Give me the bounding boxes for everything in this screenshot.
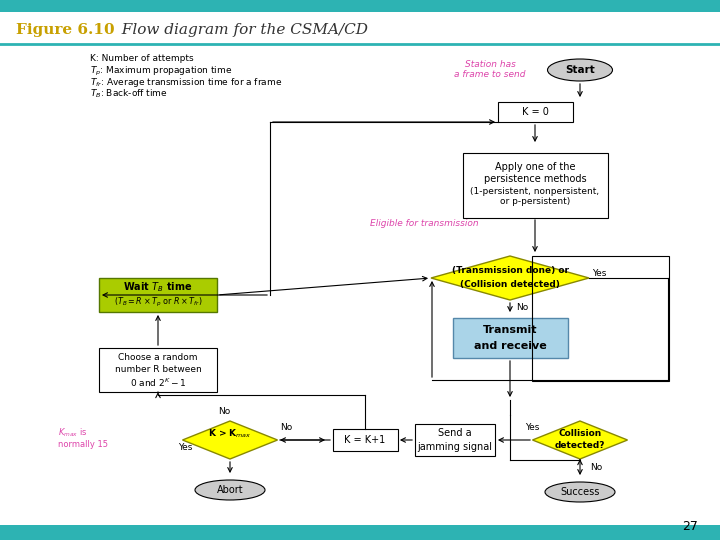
- Text: Choose a random: Choose a random: [118, 353, 198, 361]
- Text: (1-persistent, nonpersistent,: (1-persistent, nonpersistent,: [470, 186, 600, 195]
- Text: Abort: Abort: [217, 485, 243, 495]
- Text: Station has
a frame to send: Station has a frame to send: [454, 60, 526, 79]
- Text: K = K+1: K = K+1: [344, 435, 386, 445]
- FancyBboxPatch shape: [99, 348, 217, 392]
- Text: Send a: Send a: [438, 428, 472, 438]
- Ellipse shape: [195, 480, 265, 500]
- Text: No: No: [590, 462, 602, 471]
- Ellipse shape: [547, 59, 613, 81]
- FancyBboxPatch shape: [415, 424, 495, 456]
- Text: Yes: Yes: [178, 443, 192, 453]
- Text: Flow diagram for the CSMA/CD: Flow diagram for the CSMA/CD: [112, 23, 368, 37]
- FancyBboxPatch shape: [452, 318, 567, 358]
- Polygon shape: [431, 256, 589, 300]
- Polygon shape: [182, 421, 277, 459]
- Text: number R between: number R between: [114, 366, 202, 375]
- Text: K > K$_{max}$: K > K$_{max}$: [208, 428, 252, 440]
- FancyBboxPatch shape: [462, 152, 608, 218]
- Text: $T_p$: Maximum propagation time: $T_p$: Maximum propagation time: [90, 65, 233, 78]
- Text: or p-persistent): or p-persistent): [500, 197, 570, 206]
- Text: Success: Success: [560, 487, 600, 497]
- Text: $T_B$: Back-off time: $T_B$: Back-off time: [90, 87, 168, 99]
- Text: No: No: [516, 303, 528, 313]
- Text: (Transmission done) or: (Transmission done) or: [451, 266, 569, 274]
- Text: No: No: [218, 408, 230, 416]
- Text: and receive: and receive: [474, 341, 546, 351]
- Text: 0 and $2^K - 1$: 0 and $2^K - 1$: [130, 377, 186, 389]
- FancyBboxPatch shape: [333, 429, 397, 451]
- Text: No: No: [280, 423, 292, 433]
- Text: Apply one of the: Apply one of the: [495, 162, 575, 172]
- FancyBboxPatch shape: [498, 102, 572, 122]
- Polygon shape: [533, 421, 628, 459]
- Text: $(T_B = R \times T_p$ or $R \times T_{fr})$: $(T_B = R \times T_p$ or $R \times T_{fr…: [114, 295, 202, 308]
- Text: Transmit: Transmit: [482, 325, 537, 335]
- Text: Wait $T_B$ time: Wait $T_B$ time: [123, 280, 193, 294]
- Text: Eligible for transmission: Eligible for transmission: [370, 219, 479, 228]
- Text: Yes: Yes: [525, 423, 539, 433]
- Text: Collision: Collision: [559, 429, 602, 438]
- FancyBboxPatch shape: [0, 0, 720, 12]
- Text: detected?: detected?: [554, 442, 606, 450]
- Text: Start: Start: [565, 65, 595, 75]
- Text: (Collision detected): (Collision detected): [460, 280, 560, 289]
- FancyBboxPatch shape: [99, 278, 217, 312]
- Text: $T_{fr}$: Average transmission time for a frame: $T_{fr}$: Average transmission time for …: [90, 76, 282, 89]
- Ellipse shape: [545, 482, 615, 502]
- Text: jamming signal: jamming signal: [418, 442, 492, 452]
- Text: 27: 27: [682, 520, 698, 533]
- Text: K = 0: K = 0: [521, 107, 549, 117]
- Text: K: Number of attempts: K: Number of attempts: [90, 54, 194, 63]
- FancyBboxPatch shape: [0, 525, 720, 540]
- Text: Yes: Yes: [592, 268, 606, 278]
- Text: Figure 6.10: Figure 6.10: [16, 23, 114, 37]
- Text: $K_{max}$ is
normally 15: $K_{max}$ is normally 15: [58, 427, 108, 449]
- Text: persistence methods: persistence methods: [484, 174, 586, 184]
